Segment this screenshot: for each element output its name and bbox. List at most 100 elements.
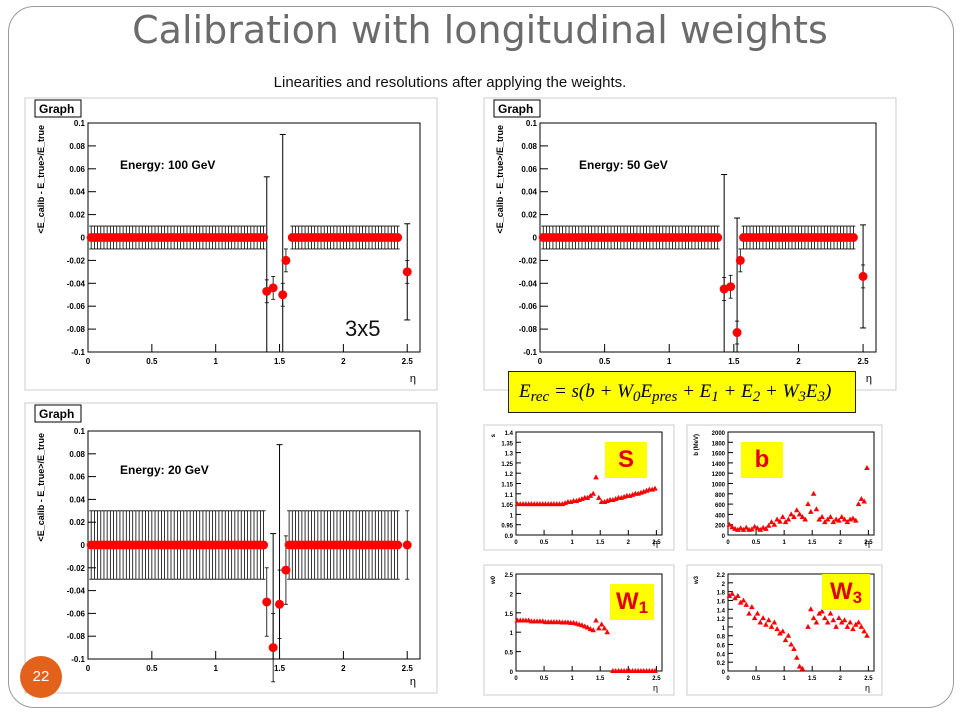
y-tick-label: 0: [81, 541, 86, 550]
data-point: [808, 508, 814, 514]
data-point: [833, 623, 839, 629]
data-point: [735, 593, 741, 599]
y-tick-label: 1600: [712, 452, 726, 458]
x-tick-label: 1: [782, 540, 786, 546]
y-tick-label: 0.08: [521, 142, 537, 151]
y-tick-label: 0.02: [69, 211, 85, 220]
y-tick-label: 0.1: [74, 119, 86, 128]
y-tick-label: -0.02: [519, 256, 538, 265]
data-point: [852, 621, 859, 627]
data-point: [808, 606, 814, 612]
data-point: [726, 282, 736, 292]
y-tick-label: 1.4: [505, 431, 514, 437]
y-tick-label: 0.5: [505, 651, 514, 657]
y-tick-label: 1800: [712, 441, 726, 447]
y-tick-label: 200: [715, 524, 726, 530]
x-tick-label: 0: [86, 357, 91, 366]
data-point: [805, 501, 811, 507]
plot-canvas-4: [686, 424, 883, 551]
data-point: [847, 619, 853, 625]
data-point: [824, 619, 831, 625]
y-tick-label: 1: [510, 513, 514, 519]
graph-label: Graph: [498, 102, 533, 116]
tag-s: S: [605, 442, 647, 478]
data-point: [735, 526, 741, 532]
y-tick-label: -0.06: [519, 302, 538, 311]
x-tick-label: 0.5: [752, 676, 761, 682]
x-tick-label: 2.5: [652, 676, 661, 682]
data-point: [765, 617, 772, 623]
y-tick-label: -0.02: [67, 564, 86, 573]
x-tick-label: 0: [86, 664, 91, 673]
data-point: [850, 626, 856, 632]
y-tick-label: 0.1: [526, 119, 538, 128]
data-point: [816, 516, 823, 522]
y-tick-label: 0: [722, 670, 726, 676]
x-tick-label: 1.5: [274, 357, 286, 366]
data-point: [841, 617, 848, 623]
data-point: [836, 517, 842, 523]
data-point: [275, 599, 285, 609]
y-tick-label: 1.2: [505, 472, 514, 478]
data-point: [858, 271, 868, 281]
x-axis-label: η: [865, 538, 870, 548]
x-tick-label: 0.5: [540, 540, 549, 546]
data-point: [827, 513, 834, 519]
data-point: [732, 595, 738, 601]
data-point: [740, 597, 747, 603]
data-point: [584, 494, 591, 500]
x-tick-label: 0.5: [752, 540, 761, 546]
data-point: [861, 628, 867, 634]
y-tick-label: 1.25: [501, 462, 513, 468]
data-point: [590, 627, 597, 633]
data-point: [813, 506, 820, 512]
x-tick-label: 0.5: [146, 357, 158, 366]
x-axis-label: η: [653, 538, 658, 548]
y-tick-label: -0.06: [67, 302, 86, 311]
data-point: [749, 604, 755, 610]
slide-number: 22: [20, 656, 62, 698]
y-tick-label: 0.95: [501, 524, 513, 530]
data-point: [810, 490, 817, 496]
y-axis-label: w0: [491, 575, 497, 585]
tag-b: b: [741, 442, 783, 478]
y-axis-label: <E_calib - E_true>/E_true: [36, 125, 46, 234]
x-tick-label: 1: [570, 540, 574, 546]
y-tick-label: 2.2: [717, 573, 726, 579]
y-tick-label: -0.1: [523, 348, 537, 357]
data-point: [830, 617, 837, 623]
y-tick-label: -0.08: [67, 632, 86, 641]
data-point: [799, 513, 806, 519]
data-point: [729, 524, 736, 530]
data-point: [743, 524, 750, 530]
data-point: [268, 283, 278, 293]
x-axis-label: η: [865, 683, 870, 693]
y-tick-label: 1200: [712, 472, 726, 478]
data-point: [259, 540, 269, 550]
data-point: [802, 516, 809, 522]
data-point: [827, 610, 834, 616]
x-tick-label: 0.5: [540, 676, 549, 682]
data-point: [796, 663, 803, 669]
data-point: [822, 615, 828, 621]
data-point: [278, 290, 288, 300]
y-tick-label: 0.04: [69, 495, 85, 504]
data-point: [838, 619, 845, 625]
data-point: [393, 233, 403, 242]
y-axis-label: <E_calib - E_true>/E_true: [36, 433, 46, 542]
x-axis-label: η: [410, 373, 416, 385]
y-tick-label: 2: [722, 582, 726, 588]
data-point: [765, 522, 772, 528]
y-tick-label: 1.2: [717, 617, 726, 623]
x-tick-label: 1: [782, 676, 786, 682]
data-point: [584, 624, 591, 630]
y-tick-label: -0.1: [71, 655, 85, 664]
x-tick-label: 0: [514, 676, 518, 682]
y-tick-label: 2: [510, 592, 514, 598]
y-tick-label: 1400: [712, 462, 726, 468]
x-tick-label: 1: [667, 357, 672, 366]
y-tick-label: 0.02: [69, 518, 85, 527]
data-point: [788, 641, 794, 647]
y-tick-label: 0.06: [521, 165, 537, 174]
